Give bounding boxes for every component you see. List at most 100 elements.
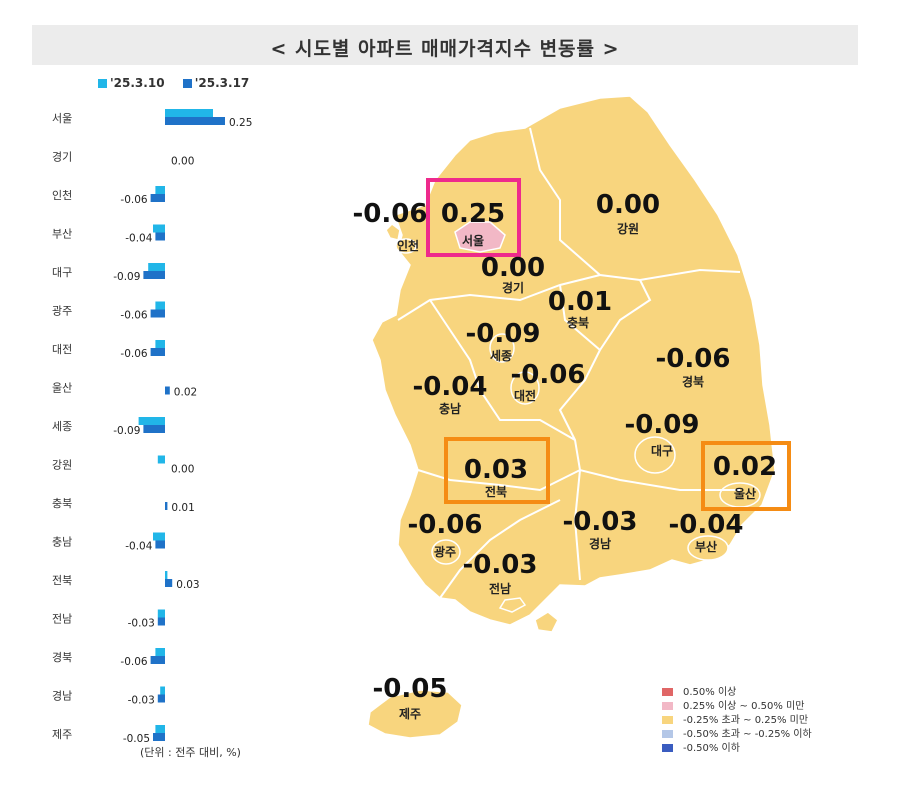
island-west-shape bbox=[385, 223, 401, 241]
map-legend-swatch bbox=[662, 688, 673, 696]
daejeon-shape bbox=[510, 371, 540, 405]
bar-chart: 서울 0.25 경기 0.00 인천 -0.06 부산 -0.04 대구 -0.09 광주 -0.06… bbox=[52, 109, 252, 745]
bar-this-week bbox=[150, 656, 165, 664]
category-label: 충남 bbox=[52, 536, 72, 549]
map-legend-row: 0.50% 이상 bbox=[662, 686, 812, 700]
bar-prev-week bbox=[157, 609, 165, 618]
map-legend-swatch bbox=[662, 702, 673, 710]
bar-prev-week bbox=[155, 301, 165, 310]
data-label: -0.09 bbox=[113, 271, 140, 283]
data-label: -0.03 bbox=[128, 695, 155, 707]
island-south2-shape bbox=[534, 611, 559, 633]
legend-swatch-prev bbox=[98, 79, 107, 88]
title-bar: < 시도별 아파트 매매가격지수 변동률 > bbox=[32, 25, 858, 65]
map-legend-swatch bbox=[662, 716, 673, 724]
bar-this-week bbox=[157, 694, 165, 703]
map-legend-row: -0.50% 이하 bbox=[662, 742, 812, 756]
map-value-label: -0.03 bbox=[463, 550, 538, 580]
map-region-name: 경기 bbox=[502, 280, 524, 295]
bar-this-week bbox=[155, 232, 165, 241]
category-label: 전남 bbox=[52, 613, 72, 626]
map-value-label: 0.03 bbox=[464, 455, 528, 485]
category-label: 경기 bbox=[52, 151, 72, 164]
map-legend-label: 0.25% 이상 ~ 0.50% 미만 bbox=[683, 701, 805, 712]
map-region-name: 전남 bbox=[489, 581, 511, 596]
data-label: -0.04 bbox=[125, 233, 152, 245]
map-region-name: 울산 bbox=[734, 486, 756, 501]
map-value-label: -0.09 bbox=[625, 410, 700, 440]
bar-prev-week bbox=[138, 417, 165, 425]
data-label: -0.03 bbox=[128, 618, 155, 630]
map-value-label: -0.04 bbox=[413, 372, 488, 402]
map-legend: 0.50% 이상 0.25% 이상 ~ 0.50% 미만 -0.25% 초과 ~… bbox=[662, 686, 812, 756]
data-label: -0.09 bbox=[113, 425, 140, 437]
bar-prev-week bbox=[155, 725, 165, 733]
map-region-name: 전북 bbox=[485, 484, 507, 499]
data-label: -0.06 bbox=[120, 310, 147, 322]
map-region-name: 경남 bbox=[589, 536, 611, 551]
unit-note: (단위 : 전주 대비, %) bbox=[140, 746, 241, 759]
map-region-name: 부산 bbox=[695, 539, 717, 554]
category-label: 인천 bbox=[52, 188, 72, 202]
map-region-name: 광주 bbox=[434, 544, 456, 559]
map-value-label: 0.00 bbox=[596, 190, 660, 220]
legend-label-prev: '25.3.10 bbox=[110, 76, 165, 90]
data-label: -0.05 bbox=[123, 733, 150, 745]
map-value-label: -0.06 bbox=[408, 510, 483, 540]
bar-prev-week bbox=[157, 455, 165, 464]
seoul-shape bbox=[454, 221, 506, 253]
category-label: 경남 bbox=[52, 690, 72, 703]
map-legend-label: -0.50% 초과 ~ -0.25% 이하 bbox=[683, 729, 812, 740]
map-region-name: 충남 bbox=[439, 401, 461, 416]
map-region-name: 경북 bbox=[682, 375, 704, 389]
bar-this-week bbox=[143, 425, 165, 433]
map-region-name: 서울 bbox=[462, 233, 484, 248]
category-label: 부산 bbox=[52, 228, 72, 241]
map-legend-row: -0.25% 초과 ~ 0.25% 미만 bbox=[662, 714, 812, 728]
map-region-name: 대구 bbox=[651, 444, 673, 458]
legend-item-this: '25.3.17 bbox=[182, 76, 249, 90]
bar-this-week bbox=[143, 271, 165, 279]
island-south-shape bbox=[498, 597, 527, 613]
bar-this-week bbox=[150, 194, 165, 202]
busan-shape bbox=[687, 535, 729, 561]
category-label: 대전 bbox=[52, 343, 72, 356]
data-label: 0.02 bbox=[174, 387, 197, 399]
category-label: 전북 bbox=[52, 574, 72, 587]
category-label: 광주 bbox=[52, 305, 72, 318]
map-regions bbox=[367, 95, 776, 739]
bar-this-week bbox=[155, 540, 165, 549]
category-label: 대구 bbox=[52, 266, 72, 279]
data-label: 0.01 bbox=[171, 502, 194, 514]
map-region-name: 세종 bbox=[490, 348, 512, 363]
category-label: 울산 bbox=[52, 382, 72, 395]
data-label: 0.03 bbox=[176, 579, 199, 591]
map-legend-swatch bbox=[662, 730, 673, 738]
bar-this-week bbox=[165, 386, 170, 395]
bar-this-week bbox=[165, 579, 173, 587]
data-label: 0.00 bbox=[171, 156, 194, 168]
map-value-label: 0.00 bbox=[481, 253, 545, 283]
bar-legend: '25.3.10 '25.3.17 bbox=[98, 76, 263, 90]
map-value-label: -0.03 bbox=[563, 507, 638, 537]
map-value-label: -0.05 bbox=[373, 674, 448, 704]
category-label: 서울 bbox=[52, 112, 72, 125]
data-label: 0.25 bbox=[229, 117, 252, 129]
map-value-label: -0.06 bbox=[353, 199, 428, 229]
province-boundaries bbox=[397, 127, 741, 599]
map-legend-label: -0.25% 초과 ~ 0.25% 미만 bbox=[683, 715, 809, 726]
map-region-name: 인천 bbox=[397, 238, 419, 253]
korea-map: 0.25서울-0.06인천0.00경기0.00강원0.01충북-0.09세종-0… bbox=[353, 95, 791, 739]
map-value-label: 0.02 bbox=[713, 452, 777, 482]
bar-this-week bbox=[157, 617, 165, 626]
jeonbuk-highlight-box bbox=[444, 437, 550, 504]
bar-prev-week bbox=[153, 532, 165, 541]
category-label: 강원 bbox=[52, 459, 72, 472]
map-region-name: 충북 bbox=[567, 315, 589, 330]
map-region-name: 대전 bbox=[514, 388, 536, 403]
category-label: 경북 bbox=[52, 651, 72, 664]
data-label: -0.06 bbox=[120, 656, 147, 668]
highlight-boxes bbox=[426, 178, 791, 511]
daegu-shape bbox=[634, 436, 676, 474]
legend-item-prev: '25.3.10 bbox=[98, 76, 169, 90]
